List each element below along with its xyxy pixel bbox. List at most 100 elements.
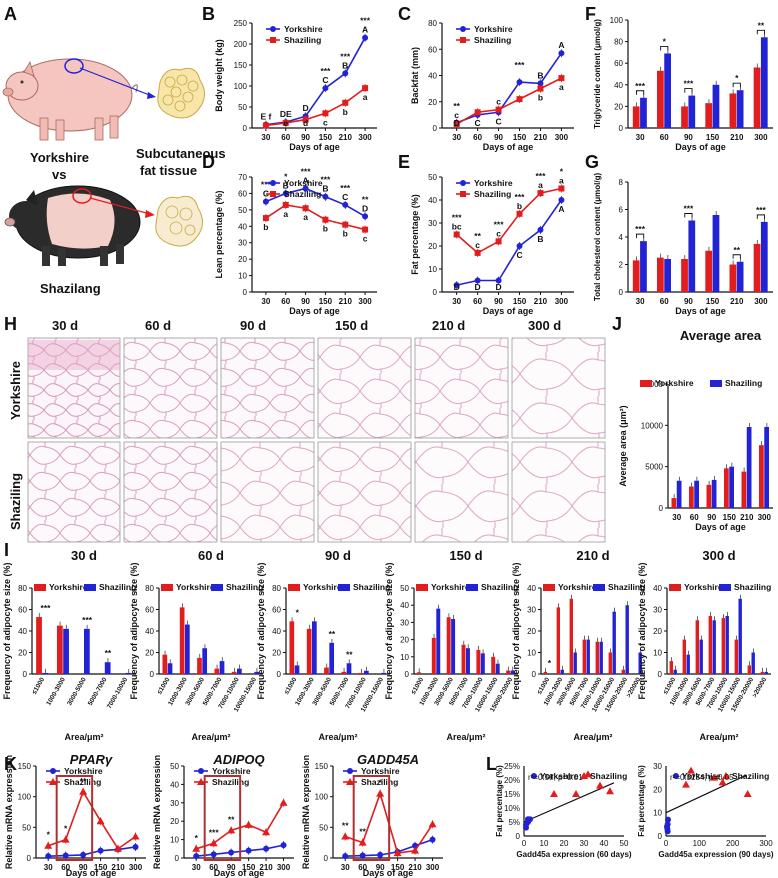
bar [436,608,441,674]
y-tick-label: 20 [400,636,409,645]
y-tick-label: 50 [170,762,179,771]
data-point [411,846,420,854]
data-point [362,226,369,233]
data-point [342,221,349,228]
bar [84,628,90,674]
correlation-scatter: 0 100 200 300 0 10 20 30 Gadd45a expression (90 … [637,762,774,859]
legend-label: Shaziling [361,777,398,787]
x-tick-label: 60 [473,133,482,142]
y-tick-label: 25% [504,762,520,771]
bar [341,671,347,674]
data-point [495,277,502,284]
y-tick-label: 0 [658,832,663,841]
letter-label: b [343,229,348,239]
y-tick-label: 60 [428,45,437,54]
bar [729,93,737,128]
y-tick-label: 70 [238,173,247,182]
panel-c: C 0 20 40 60 80 Backfat (mm) Days of age 30 60 90 1… [398,4,574,152]
legend-swatch [416,584,428,591]
yorkshire-pig-icon [2,58,138,141]
data-point [359,852,366,859]
x-tick-label: 150 [242,863,256,872]
data-point [495,106,502,113]
y-tick-label: 20 [614,102,623,111]
y-tick-label: 30 [653,606,662,615]
data-point [393,849,402,857]
data-point [263,845,270,852]
bar [466,648,470,674]
letter-label: A [558,40,564,50]
bar [197,657,202,674]
panel-label-f: F [585,4,596,24]
x-tick-label: 300 [358,297,372,306]
y-axis-label: Frequency of adipocyte size (%) [256,562,266,699]
x-tick-label: 300 [555,297,569,306]
bar [759,445,764,508]
panel-b: B 0 50 100 150 200 250 Body weight (kg) Days of … [202,4,377,152]
series-line [456,187,562,254]
significance-mark: *** [340,51,351,61]
y-tick-label: 250 [234,19,248,28]
bar [461,644,466,674]
arrowhead-icon [145,210,155,218]
bar [705,103,713,128]
significance-mark: ** [342,821,349,831]
data-point [537,190,544,197]
y-axis-label: Relative mRNA expression [4,755,14,869]
y-tick-label: 30 [527,606,536,615]
x-axis-label: Days of age [675,306,726,316]
legend-label: Shaziling [64,777,101,787]
bar [104,662,111,674]
letter-label: D [454,118,460,128]
legend-label: Shaziling [284,189,321,199]
y-tick-label: 150 [18,762,32,771]
legend-marker [270,180,276,186]
legend-label: Shaziling [99,582,136,592]
x-axis-label: Days of age [363,868,414,878]
letter-label: d [303,118,308,128]
significance-bracket [636,90,645,95]
significance-bracket [732,254,741,259]
bar [56,625,63,674]
bar [747,665,751,674]
bar [312,621,317,674]
legend-swatch [161,584,173,591]
x-tick-label: 210 [730,297,744,306]
y-tick-label: 20 [18,649,27,658]
significance-mark: *** [41,603,52,613]
data-point [245,847,252,854]
data-point [193,853,200,860]
legend-label: Yorkshire [474,178,513,188]
y-axis-label: Frequency of adipocyte size (%) [637,562,647,699]
significance-mark: *** [536,171,547,181]
letter-label: b [517,201,522,211]
bar [586,639,590,674]
yorkshire-arrow [79,67,153,97]
y-axis-label: Fat percentage (%) [410,194,420,275]
legend-marker [580,772,588,779]
data-point [558,185,565,192]
legend-marker [460,191,466,197]
bar [125,672,132,674]
y-tick-label: 60 [614,59,623,68]
significance-bracket [660,46,669,51]
histology-image [27,441,121,543]
legend-label: Shaziling [732,771,769,781]
panel-i: I 0 20 40 60 80 Frequency of adipocyte size (%… [2,540,771,742]
data-point [453,121,460,128]
significance-bracket [756,214,765,219]
letter-label: c [323,117,328,127]
y-tick-label: 20 [145,649,154,658]
y-tick-label: 20 [428,242,437,251]
significance-mark: *** [515,60,526,70]
chart-title: Average area [680,328,762,343]
letter-label: b [538,93,543,103]
data-point [322,110,329,117]
bar [760,671,764,674]
y-tick-label: 6 [619,206,624,215]
legend-label: Yorkshire [361,766,400,776]
letter-label: bc [452,222,462,232]
legend-label: Yorkshire [474,24,513,34]
y-tick-label: 0 [433,288,438,297]
y-tick-label: 0 [23,670,28,679]
